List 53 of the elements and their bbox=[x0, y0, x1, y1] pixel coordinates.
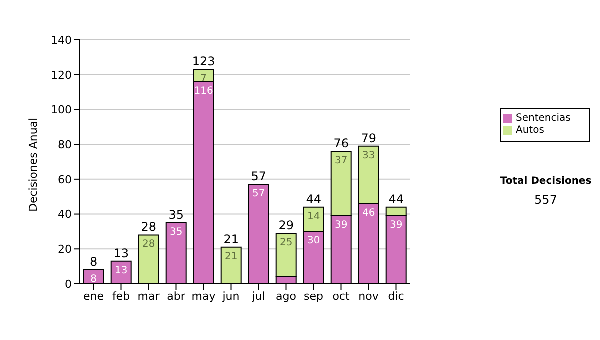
legend-label: Autos bbox=[516, 125, 544, 136]
x-tick-label: abr bbox=[167, 290, 186, 303]
data-label: 8 bbox=[90, 274, 98, 286]
legend-label: Sentencias bbox=[516, 113, 571, 124]
data-label: 14 bbox=[307, 211, 320, 222]
data-label: 13 bbox=[114, 265, 128, 276]
x-tick-label: may bbox=[192, 290, 216, 303]
data-label: 116 bbox=[194, 86, 214, 97]
data-label: 57 bbox=[252, 188, 266, 200]
data-label: 39 bbox=[334, 220, 348, 232]
x-tick-label: jul bbox=[251, 290, 266, 303]
y-tick-label: 60 bbox=[58, 173, 72, 186]
text: Total Decisiones bbox=[499, 176, 593, 187]
x-tick-label: nov bbox=[358, 290, 380, 303]
x-tick-label: mar bbox=[138, 290, 160, 303]
x-tick-label: ene bbox=[83, 290, 104, 303]
data-label: 25 bbox=[280, 237, 293, 248]
data-label: 7 bbox=[200, 74, 208, 85]
data-label: 35 bbox=[170, 227, 183, 238]
x-tick-label: feb bbox=[112, 290, 130, 303]
total-label: 29 bbox=[278, 218, 294, 232]
total-label: 8 bbox=[90, 255, 98, 270]
y-tick-label: 120 bbox=[51, 68, 72, 82]
total-label: 76 bbox=[334, 136, 349, 151]
total-label: 44 bbox=[388, 192, 404, 206]
x-tick-label: ago bbox=[276, 290, 297, 303]
y-tick-label: 40 bbox=[58, 208, 72, 222]
total-label: 123 bbox=[192, 54, 216, 69]
total-label: 13 bbox=[114, 246, 129, 260]
y-tick-label: 100 bbox=[51, 104, 72, 117]
y-tick-label: 80 bbox=[58, 138, 72, 152]
y-tick-label: 140 bbox=[51, 34, 72, 47]
data-label: 39 bbox=[390, 220, 403, 232]
total-label: 28 bbox=[141, 220, 156, 234]
data-label: 21 bbox=[224, 251, 238, 262]
y-tick-label: 20 bbox=[58, 243, 72, 256]
data-label: 37 bbox=[334, 156, 348, 167]
y-tick-label: 0 bbox=[65, 278, 72, 291]
data-label: 46 bbox=[362, 208, 376, 219]
total-label: 79 bbox=[361, 131, 376, 146]
x-tick-label: oct bbox=[332, 290, 350, 303]
x-tick-label: jun bbox=[222, 290, 240, 303]
total-label: 21 bbox=[224, 232, 239, 246]
data-label: 28 bbox=[142, 239, 156, 250]
total-label: 44 bbox=[306, 192, 322, 206]
text: 557 bbox=[534, 193, 558, 207]
x-tick-label: sep bbox=[304, 290, 324, 303]
total-label: 35 bbox=[168, 208, 184, 222]
x-tick-label: dic bbox=[388, 290, 404, 303]
data-label: 30 bbox=[307, 236, 320, 247]
total-label: 57 bbox=[251, 170, 266, 184]
y-axis-title: Decisiones Anual bbox=[26, 118, 40, 212]
data-label: 33 bbox=[362, 150, 376, 162]
